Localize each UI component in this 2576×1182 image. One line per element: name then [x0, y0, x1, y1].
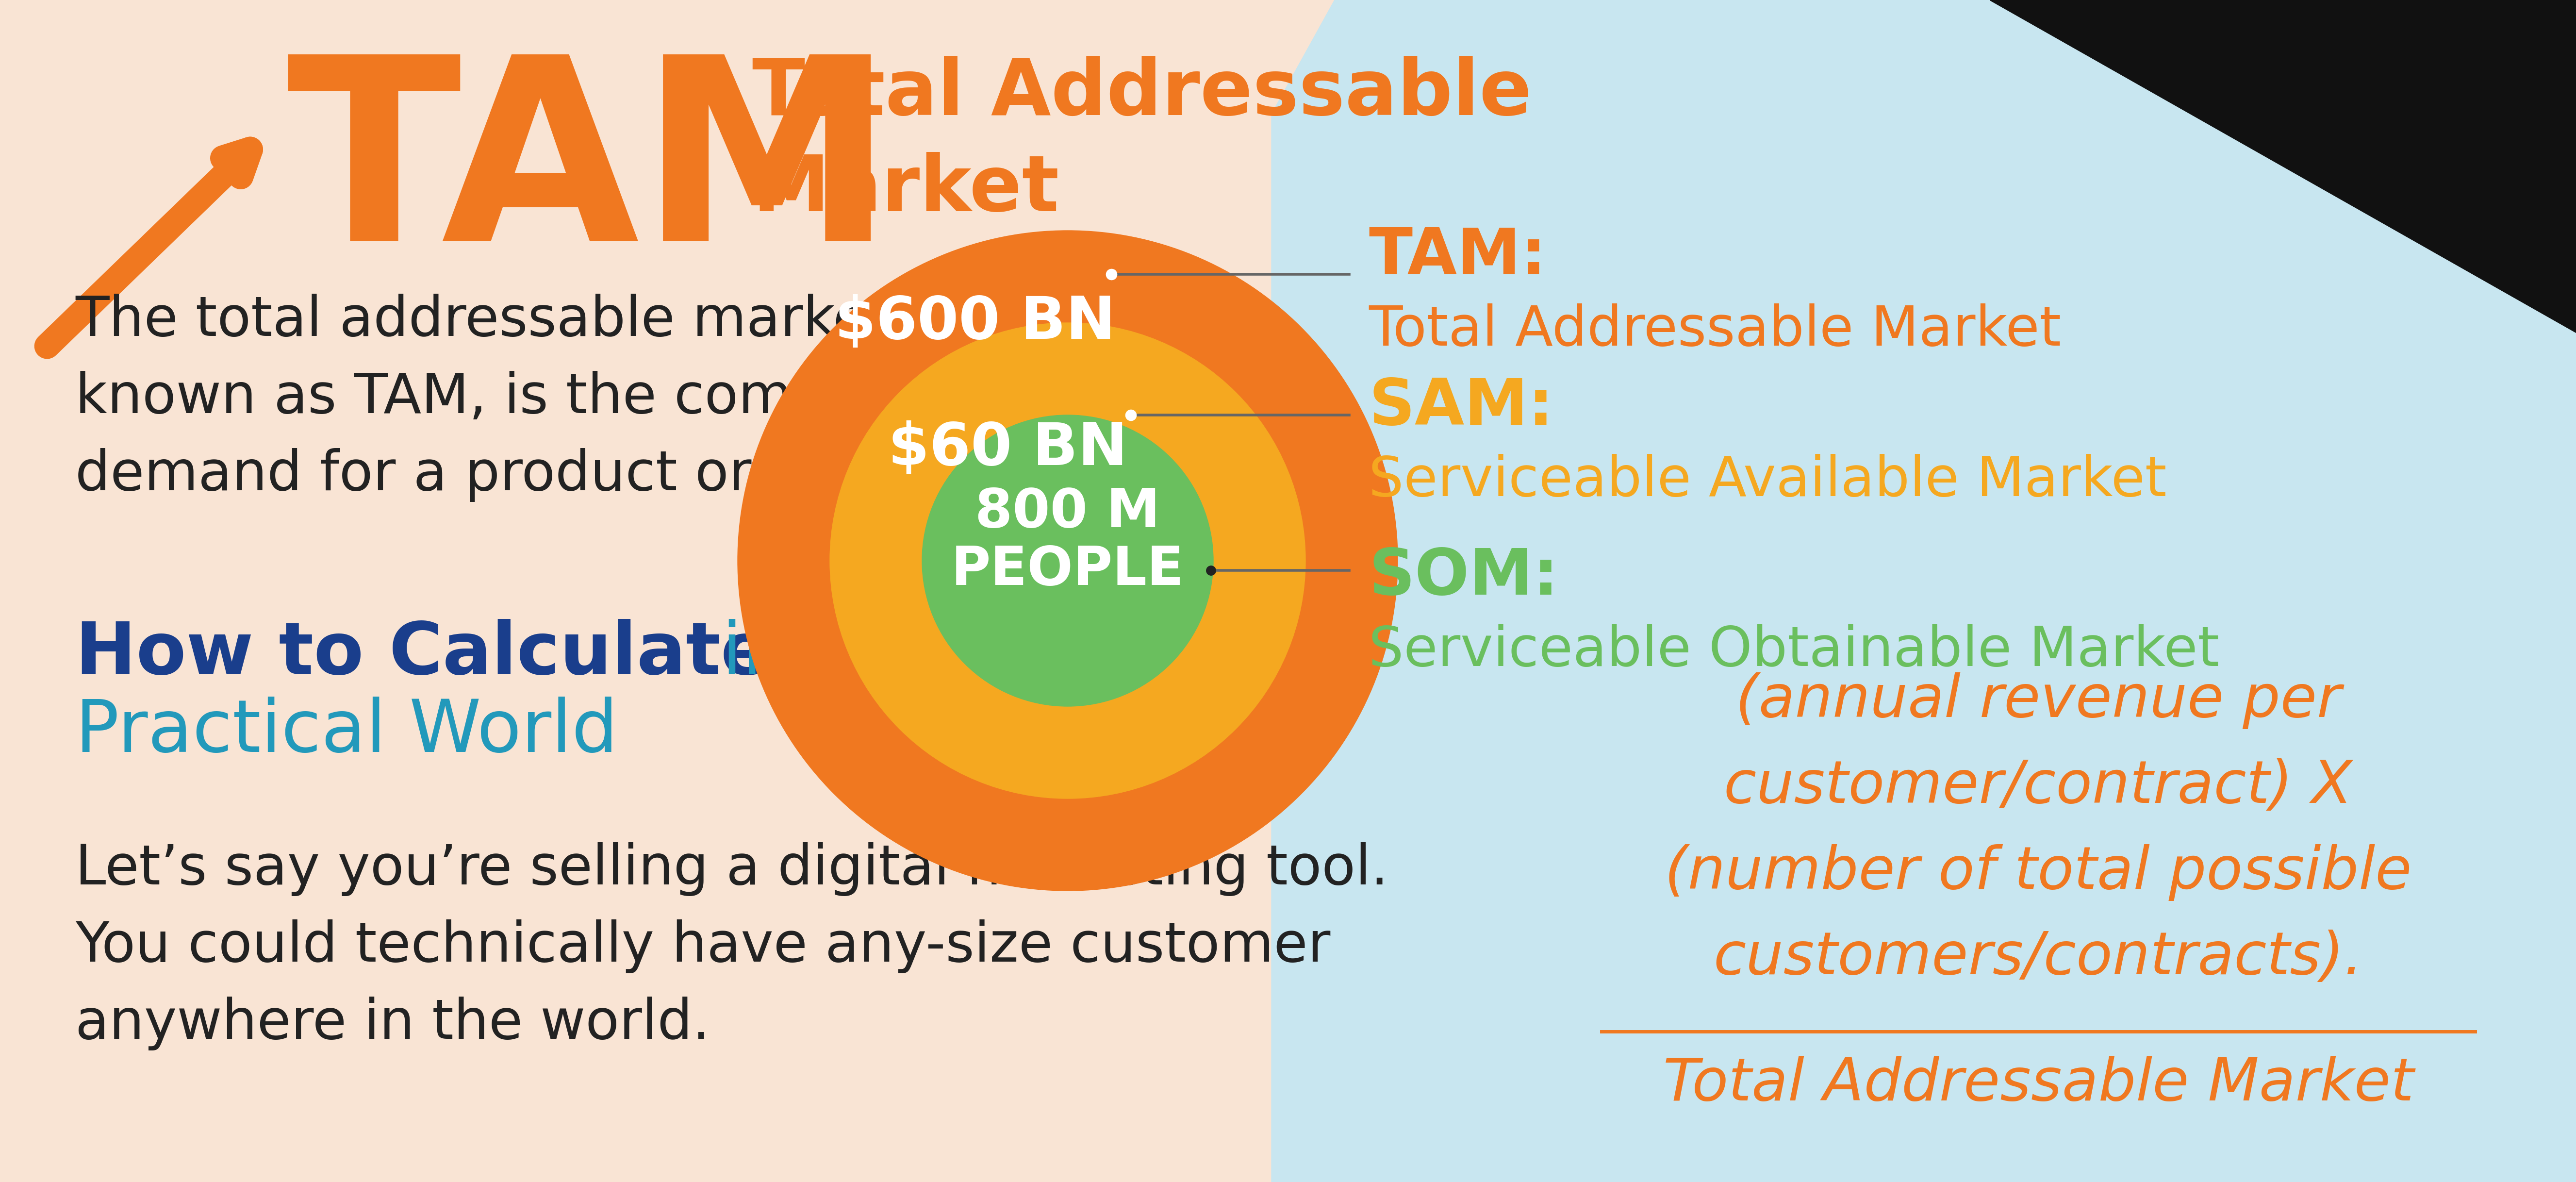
- Text: in the: in the: [698, 619, 930, 689]
- Circle shape: [737, 230, 1399, 891]
- Text: The total addressable market, often
known as TAM, is the complete market
demand : The total addressable market, often know…: [75, 293, 1146, 502]
- Text: Practical World: Practical World: [75, 696, 618, 767]
- Text: Total Addressable Market: Total Addressable Market: [1368, 304, 2061, 357]
- Text: Serviceable Available Market: Serviceable Available Market: [1368, 454, 2166, 508]
- Circle shape: [829, 323, 1306, 799]
- Text: (annual revenue per
customer/contract) X
(number of total possible
customers/con: (annual revenue per customer/contract) X…: [1664, 673, 2411, 987]
- Text: TAM:: TAM:: [1368, 226, 1546, 287]
- Text: $60 BN: $60 BN: [889, 421, 1128, 478]
- Text: $600 BN: $600 BN: [835, 294, 1115, 351]
- Text: How to Calculate TAM: How to Calculate TAM: [75, 619, 969, 689]
- Text: TAM: TAM: [286, 46, 894, 294]
- Polygon shape: [1273, 0, 2576, 1182]
- Text: Total Addressable
Market: Total Addressable Market: [752, 56, 1533, 227]
- Text: Let’s say you’re selling a digital marketing tool.
You could technically have an: Let’s say you’re selling a digital marke…: [75, 843, 1388, 1051]
- Text: SAM:: SAM:: [1368, 376, 1553, 437]
- Text: 800 M
PEOPLE: 800 M PEOPLE: [951, 486, 1185, 596]
- Text: SOM:: SOM:: [1368, 546, 1558, 608]
- Circle shape: [922, 415, 1213, 707]
- Text: Serviceable Obtainable Market: Serviceable Obtainable Market: [1368, 624, 2221, 677]
- Text: Total Addressable Market: Total Addressable Market: [1664, 1056, 2414, 1112]
- Polygon shape: [1989, 0, 2576, 332]
